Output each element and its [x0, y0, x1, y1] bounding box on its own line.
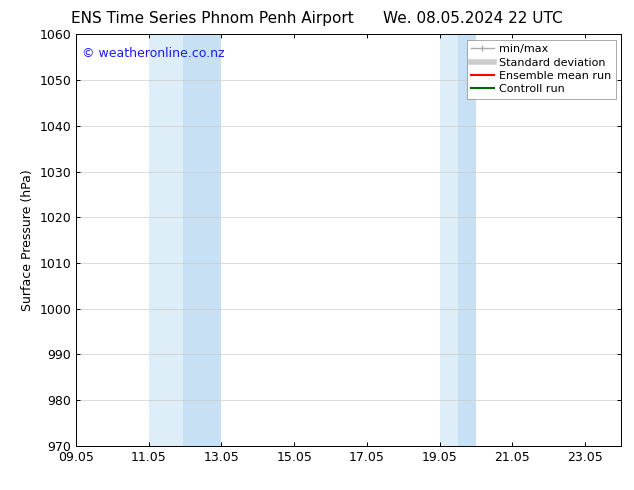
Bar [458, 34, 476, 446]
Legend: min/max, Standard deviation, Ensemble mean run, Controll run: min/max, Standard deviation, Ensemble me… [467, 40, 616, 99]
Bar [439, 34, 458, 446]
Bar [149, 34, 183, 446]
Text: © weatheronline.co.nz: © weatheronline.co.nz [82, 47, 224, 60]
Bar [183, 34, 221, 446]
Y-axis label: Surface Pressure (hPa): Surface Pressure (hPa) [21, 169, 34, 311]
Text: ENS Time Series Phnom Penh Airport      We. 08.05.2024 22 UTC: ENS Time Series Phnom Penh Airport We. 0… [71, 11, 563, 26]
